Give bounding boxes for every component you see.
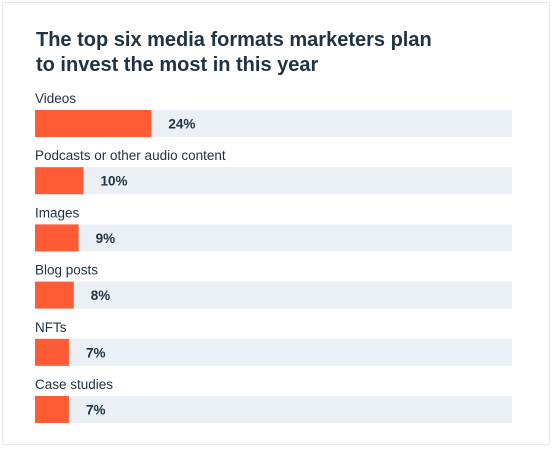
category-label: Images: [35, 205, 80, 220]
category-label: Case studies: [35, 377, 113, 392]
value-label: 9%: [96, 231, 116, 246]
bar-track: [35, 224, 512, 252]
bar-track: [35, 338, 512, 366]
bar: [35, 167, 84, 195]
bar: [35, 224, 79, 252]
value-label: 10%: [101, 174, 128, 189]
category-label: NFTs: [35, 320, 67, 335]
bar: [35, 110, 152, 137]
bar-track: [35, 167, 512, 195]
value-label: 7%: [86, 403, 106, 418]
chart-title: The top six media formats marketers plan…: [36, 29, 432, 76]
chart-card: The top six media formats marketers plan…: [2, 2, 550, 445]
bar-track: [35, 396, 512, 423]
bar: [35, 281, 74, 309]
value-label: 7%: [86, 345, 106, 360]
value-label: 8%: [91, 288, 111, 303]
value-label: 24%: [168, 117, 195, 132]
bar: [35, 396, 69, 423]
bar: [35, 338, 69, 366]
bar-track: [35, 281, 512, 309]
category-label: Blog posts: [35, 263, 98, 278]
category-label: Podcasts or other audio content: [35, 148, 226, 163]
category-label: Videos: [35, 91, 76, 106]
